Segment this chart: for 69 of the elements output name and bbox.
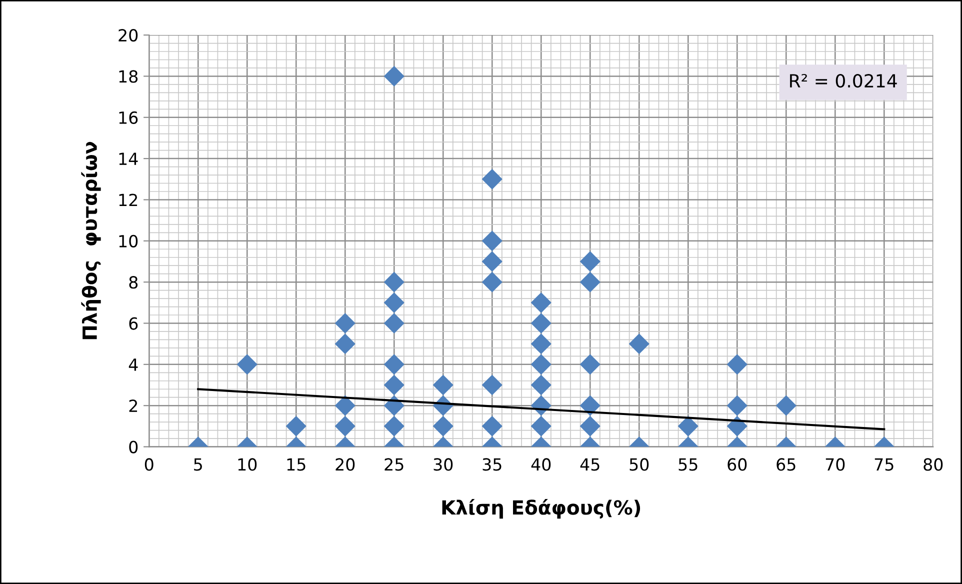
annotation: R² = 0.0214 — [790, 74, 897, 88]
point — [334, 334, 356, 354]
point — [628, 334, 650, 354]
x-tick-label: 50 — [630, 458, 649, 471]
y-axis-title: Πλήθος φυταρίων — [81, 142, 101, 340]
point — [384, 354, 404, 375]
point — [580, 272, 600, 292]
point — [482, 416, 502, 436]
x-tick-label: 15 — [287, 458, 306, 471]
y-tick-label: 2 — [129, 400, 138, 412]
point — [384, 312, 404, 334]
x-tick-label: 25 — [384, 458, 404, 471]
x-tick-label: 30 — [434, 458, 453, 471]
point — [236, 354, 258, 375]
point — [580, 416, 600, 436]
y-tick-label: 4 — [128, 358, 138, 371]
point — [482, 374, 502, 396]
point — [580, 354, 600, 375]
x-tick-label: 70 — [826, 458, 845, 471]
point — [384, 66, 404, 87]
point — [482, 251, 502, 272]
point — [726, 354, 748, 375]
point — [726, 416, 748, 436]
x-tick-label: 10 — [238, 458, 257, 471]
x-tick-label: 60 — [728, 458, 747, 471]
point — [580, 251, 600, 272]
y-tick-label: 10 — [119, 234, 138, 248]
point — [530, 374, 552, 396]
x-tick-label: 0 — [144, 458, 154, 471]
point — [482, 272, 502, 292]
point — [482, 230, 502, 252]
point — [286, 416, 306, 436]
x-tick-label: 5 — [194, 458, 202, 471]
point — [432, 374, 454, 396]
x-axis-title: Κλίση Εδάφους(%) — [442, 499, 640, 519]
point — [530, 312, 552, 334]
point — [334, 395, 356, 416]
point — [580, 395, 600, 416]
x-tick-label: 80 — [924, 458, 943, 471]
point — [776, 395, 796, 416]
x-tick-label: 75 — [874, 458, 894, 471]
y-tick-label: 20 — [118, 29, 138, 42]
point — [482, 168, 502, 190]
point — [384, 272, 404, 292]
point — [334, 416, 356, 436]
x-tick-label: 45 — [580, 458, 600, 471]
y-tick-label: 6 — [129, 317, 138, 330]
point — [530, 292, 552, 313]
x-tick-label: 65 — [776, 458, 796, 471]
y-tick-label: 14 — [119, 152, 138, 165]
y-tick-label: 0 — [129, 440, 138, 454]
x-tick-label: 35 — [482, 458, 502, 471]
point — [432, 416, 454, 436]
point — [334, 312, 356, 334]
y-tick-label: 18 — [119, 70, 138, 83]
point — [530, 416, 552, 436]
x-tick-label: 55 — [678, 458, 698, 471]
y-tick-label: 12 — [119, 194, 138, 206]
point — [530, 354, 552, 375]
point — [384, 416, 404, 436]
point — [384, 292, 404, 313]
y-tick-label: 8 — [129, 276, 138, 289]
point — [678, 416, 698, 436]
y-tick-label: 16 — [119, 111, 138, 124]
x-tick-label: 40 — [531, 458, 551, 471]
x-tick-label: 20 — [336, 458, 355, 471]
point — [530, 334, 552, 354]
point — [726, 395, 748, 416]
point — [384, 374, 404, 396]
